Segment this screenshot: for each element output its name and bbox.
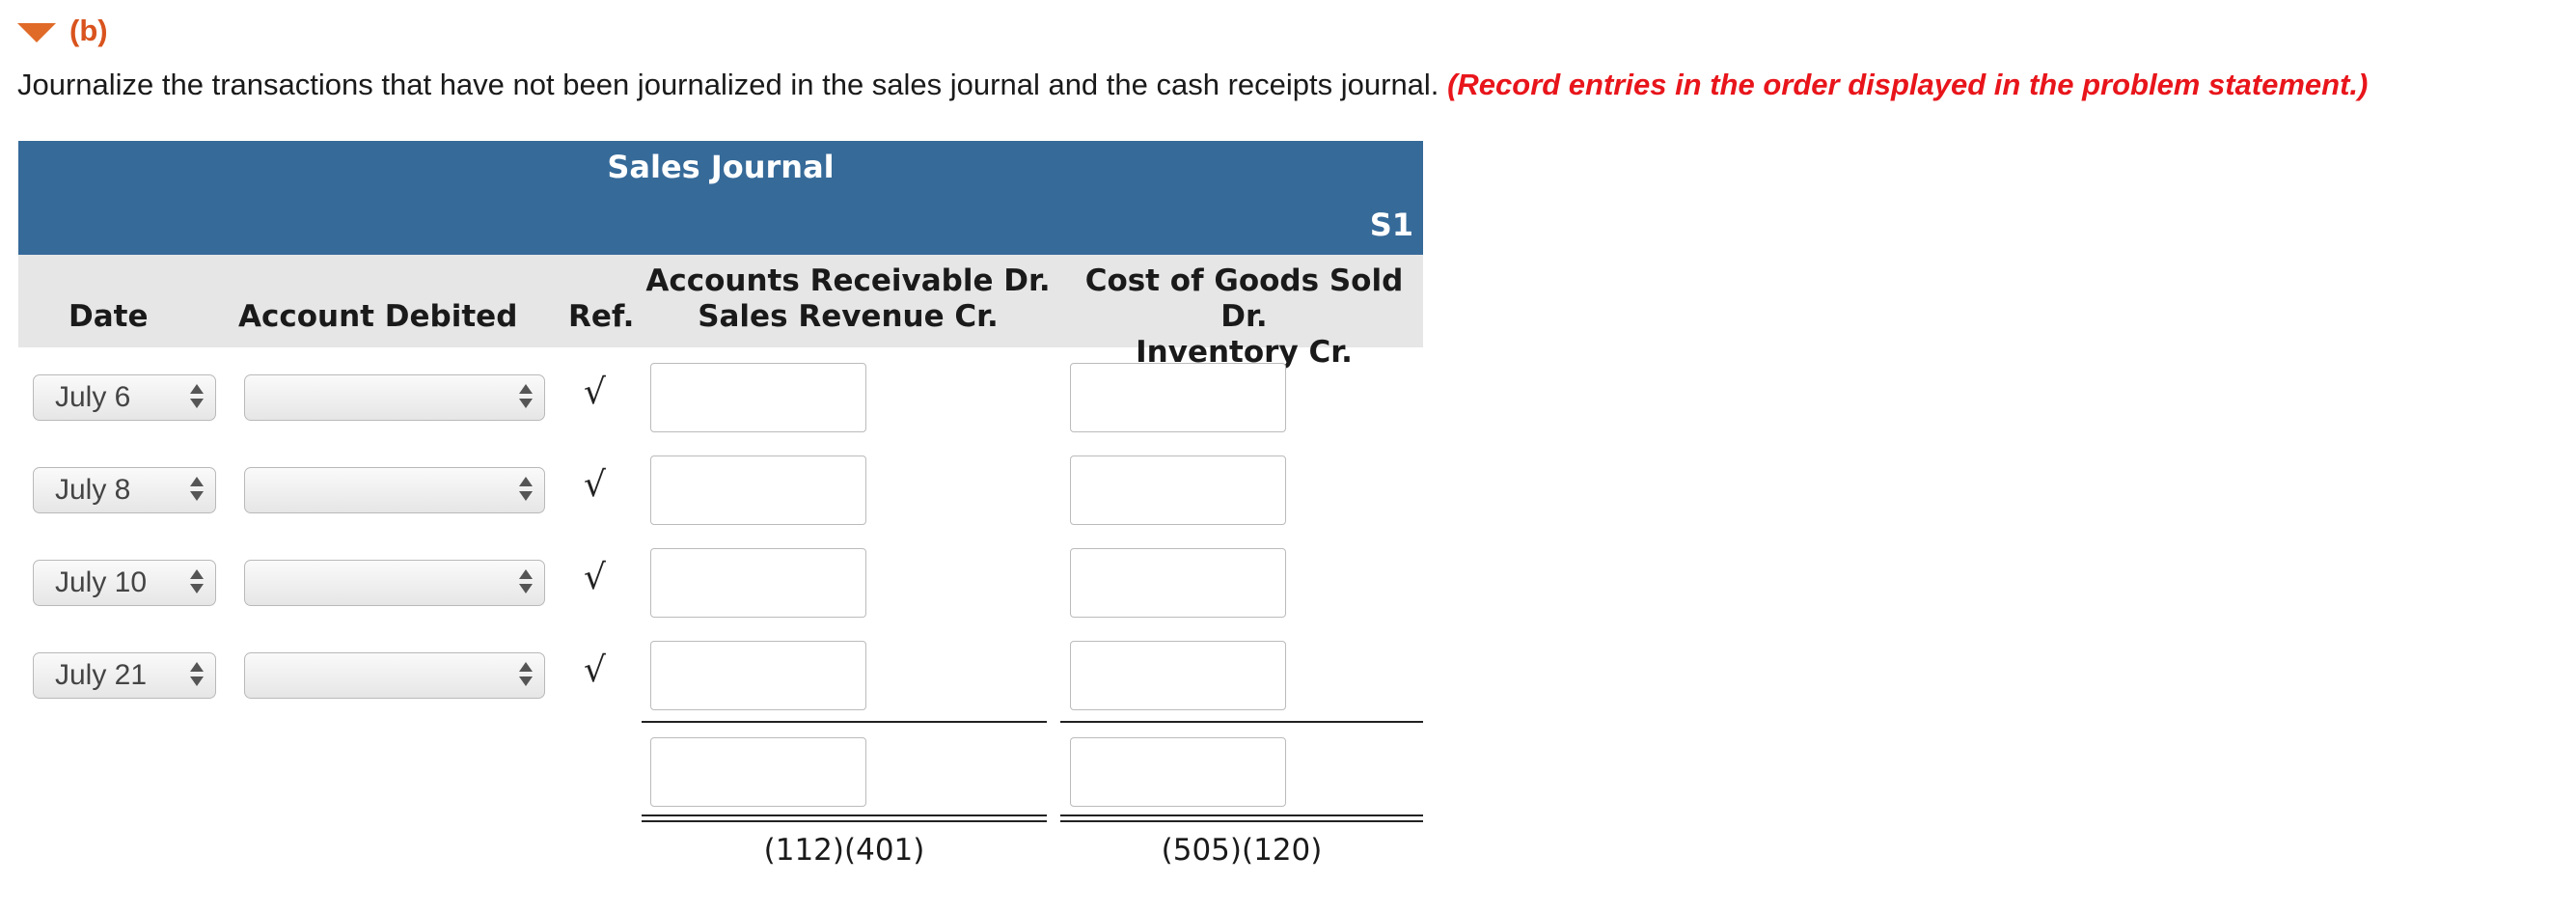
updown-arrows-icon: [519, 662, 533, 689]
ar-total-input[interactable]: [650, 737, 866, 807]
cogs-input[interactable]: [1070, 456, 1286, 525]
total-double-rule-ar: [642, 814, 1047, 822]
ar-input[interactable]: [650, 363, 866, 432]
instructions: Journalize the transactions that have no…: [17, 68, 2368, 102]
cogs-input[interactable]: [1070, 641, 1286, 710]
table-row: July 10 √: [18, 548, 1423, 618]
ref-check: √: [584, 373, 606, 412]
ar-input[interactable]: [650, 456, 866, 525]
cogs-input[interactable]: [1070, 363, 1286, 432]
header-ar-line2: Sales Revenue Cr.: [698, 299, 999, 334]
updown-arrows-icon: [519, 384, 533, 411]
total-double-rule-cogs: [1060, 814, 1423, 822]
header-account: Account Debited: [238, 299, 518, 334]
posting-ref-ar: (112)(401): [763, 833, 925, 868]
account-select[interactable]: [244, 374, 545, 421]
date-value: July 21: [55, 659, 148, 691]
header-date: Date: [69, 299, 149, 334]
updown-arrows-icon: [190, 569, 204, 596]
date-value: July 8: [55, 474, 131, 506]
sales-journal: Sales Journal S1 Date Account Debited Re…: [18, 141, 1423, 868]
journal-header: Date Account Debited Ref. Accounts Recei…: [18, 255, 1423, 370]
ref-check: √: [584, 558, 606, 597]
instructions-emphasis: (Record entries in the order displayed i…: [1447, 68, 2369, 101]
ar-input[interactable]: [650, 548, 866, 618]
date-select[interactable]: July 10: [33, 560, 216, 606]
table-row: July 21 √: [18, 641, 1423, 710]
date-select[interactable]: July 6: [33, 374, 216, 421]
header-ar: Accounts Receivable Dr. Sales Revenue Cr…: [645, 263, 1051, 335]
instructions-text: Journalize the transactions that have no…: [17, 68, 1439, 101]
ref-check: √: [584, 465, 606, 505]
updown-arrows-icon: [190, 662, 204, 689]
date-select[interactable]: July 8: [33, 467, 216, 513]
cogs-total-input[interactable]: [1070, 737, 1286, 807]
ar-input[interactable]: [650, 641, 866, 710]
part-label: (b): [69, 14, 108, 47]
journal-title-bar: Sales Journal S1: [18, 141, 1423, 255]
journal-title: Sales Journal: [607, 149, 835, 185]
ref-check: √: [584, 650, 606, 690]
updown-arrows-icon: [190, 384, 204, 411]
header-cogs-line1: Cost of Goods Sold Dr.: [1084, 263, 1404, 334]
date-value: July 6: [55, 381, 131, 413]
updown-arrows-icon: [519, 569, 533, 596]
journal-ref: S1: [1369, 207, 1413, 243]
account-select[interactable]: [244, 467, 545, 513]
date-value: July 10: [55, 566, 148, 598]
subtotal-rule-ar: [642, 721, 1047, 723]
table-row: July 6 √: [18, 363, 1423, 432]
subtotal-rule-cogs: [1060, 721, 1423, 723]
table-row: July 8 √: [18, 456, 1423, 525]
section-header[interactable]: (b): [17, 14, 108, 48]
cogs-input[interactable]: [1070, 548, 1286, 618]
account-select[interactable]: [244, 560, 545, 606]
updown-arrows-icon: [190, 477, 204, 504]
date-select[interactable]: July 21: [33, 652, 216, 699]
header-ref: Ref.: [568, 299, 635, 334]
updown-arrows-icon: [519, 477, 533, 504]
header-cogs: Cost of Goods Sold Dr. Inventory Cr.: [1065, 263, 1423, 371]
header-ar-line1: Accounts Receivable Dr.: [645, 263, 1051, 298]
account-select[interactable]: [244, 652, 545, 699]
totals-row: [18, 737, 1423, 807]
caret-down-icon[interactable]: [17, 23, 56, 42]
posting-ref-cogs: (505)(120): [1161, 833, 1323, 868]
